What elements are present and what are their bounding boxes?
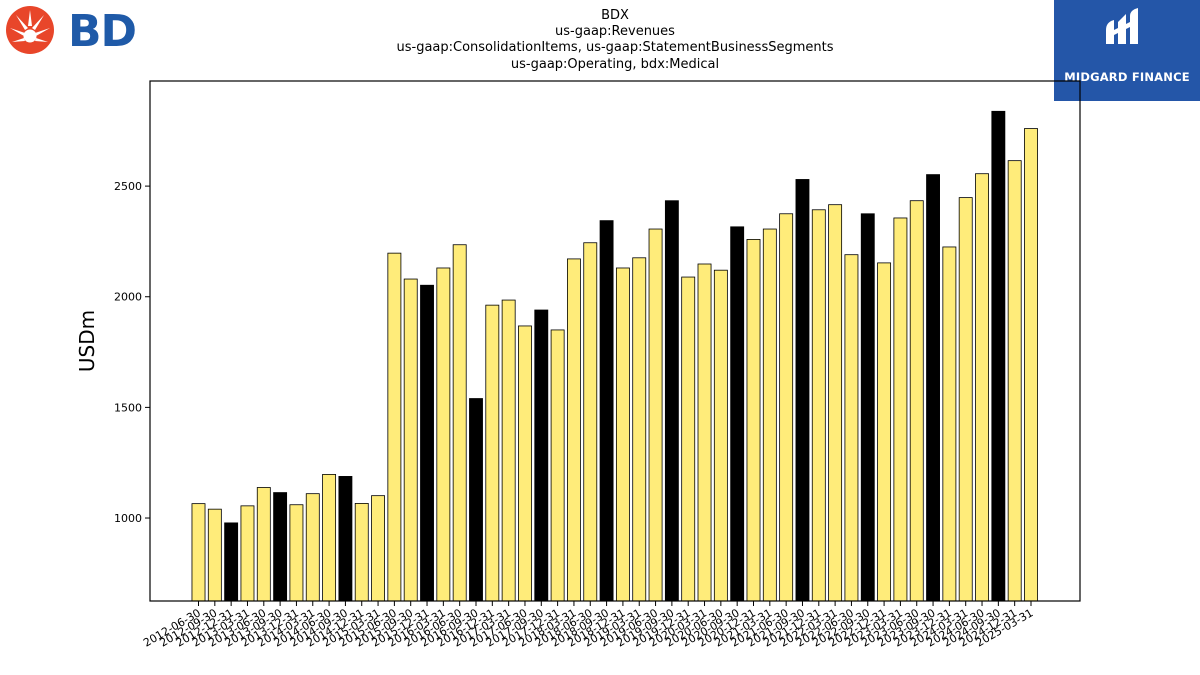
bar-2024-12-31 [1007,160,1022,602]
midgard-mark-icon [1106,8,1138,44]
bar-2024-03-31 [958,197,973,602]
bar-2014-06-30 [322,474,337,602]
bar-2017-03-31 [501,299,516,602]
chart-title-ticker: BDX [601,8,629,23]
bar-2015-12-31 [420,284,434,602]
bar-2020-03-31 [697,263,712,602]
chart-title-concept: us-gaap:Revenues [555,24,675,39]
bar-2018-03-31 [567,258,581,602]
bar-2013-12-31 [289,504,304,602]
bar-2019-06-30 [648,228,663,602]
bar-2013-06-30 [256,487,271,602]
bar-2022-03-31 [828,204,843,602]
bar-2024-06-30 [975,173,989,602]
midgard-finance-text: MIDGARD FINANCE [1064,70,1190,84]
bar-2023-03-31 [893,217,908,602]
bar-2019-12-31 [681,276,696,602]
y-tick-label: 2000 [114,291,142,304]
bar-2017-09-30 [534,309,549,602]
chart-title-axes: us-gaap:ConsolidationItems, us-gaap:Stat… [396,40,834,55]
bar-2020-06-30 [713,269,728,602]
bar-2023-06-30 [909,200,924,602]
bar-2018-09-30 [599,220,614,602]
bd-starburst-icon [6,6,54,54]
bar-2015-03-31 [371,495,385,602]
bar-2014-09-30 [338,476,353,602]
x-axis: 2012-06-302012-09-302012-12-312013-03-31… [141,601,1036,650]
bd-logo: BD [4,4,137,57]
bar-2015-09-30 [403,278,418,602]
bar-2021-09-30 [795,179,810,602]
bar-2025-03-31 [1024,128,1038,602]
bar-2017-06-30 [518,325,532,602]
bar-2022-09-30 [860,213,875,602]
bd-logo-text: BD [68,6,137,57]
bar-2013-09-30 [273,492,288,602]
bar-2022-12-31 [877,262,892,602]
bar-2023-12-31 [942,246,957,602]
bar-2012-09-30 [207,508,222,602]
y-axis-label: USDm [75,310,99,372]
bar-2016-06-30 [452,244,467,602]
bar-2022-06-30 [844,254,859,602]
bar-2013-03-31 [240,505,255,602]
bar-2023-09-30 [926,174,940,602]
bar-2019-03-31 [632,257,647,602]
bar-2021-12-31 [811,209,826,602]
bar-2020-09-30 [730,226,745,602]
bar-2021-03-31 [762,228,777,602]
plot-frame [149,80,1081,602]
bar-2012-12-31 [224,522,239,602]
bar-2017-12-31 [550,329,565,602]
bar-2020-12-31 [746,239,761,602]
bar-2024-09-30 [991,110,1006,602]
bar-2018-12-31 [615,267,630,602]
y-axis: 1000 1500 2000 2500 [114,180,150,525]
y-tick-label: 1500 [114,401,142,414]
bar-2014-12-31 [354,503,369,602]
bar-2018-06-30 [583,242,598,602]
bar-2016-12-31 [485,304,500,602]
bar-2019-09-30 [664,200,679,602]
bar-2016-03-31 [436,267,451,602]
midgard-finance-logo: MIDGARD FINANCE [1054,0,1200,101]
chart-title-members: us-gaap:Operating, bdx:Medical [510,57,720,72]
bar-2014-03-31 [305,493,320,602]
y-tick-label: 2500 [114,180,142,193]
bar-2015-06-30 [387,252,402,602]
bar-2012-06-30 [191,503,206,602]
bars-group [191,110,1038,602]
bar-2016-09-30 [469,398,483,602]
bar-2021-06-30 [779,213,794,602]
y-tick-label: 1000 [114,512,142,525]
